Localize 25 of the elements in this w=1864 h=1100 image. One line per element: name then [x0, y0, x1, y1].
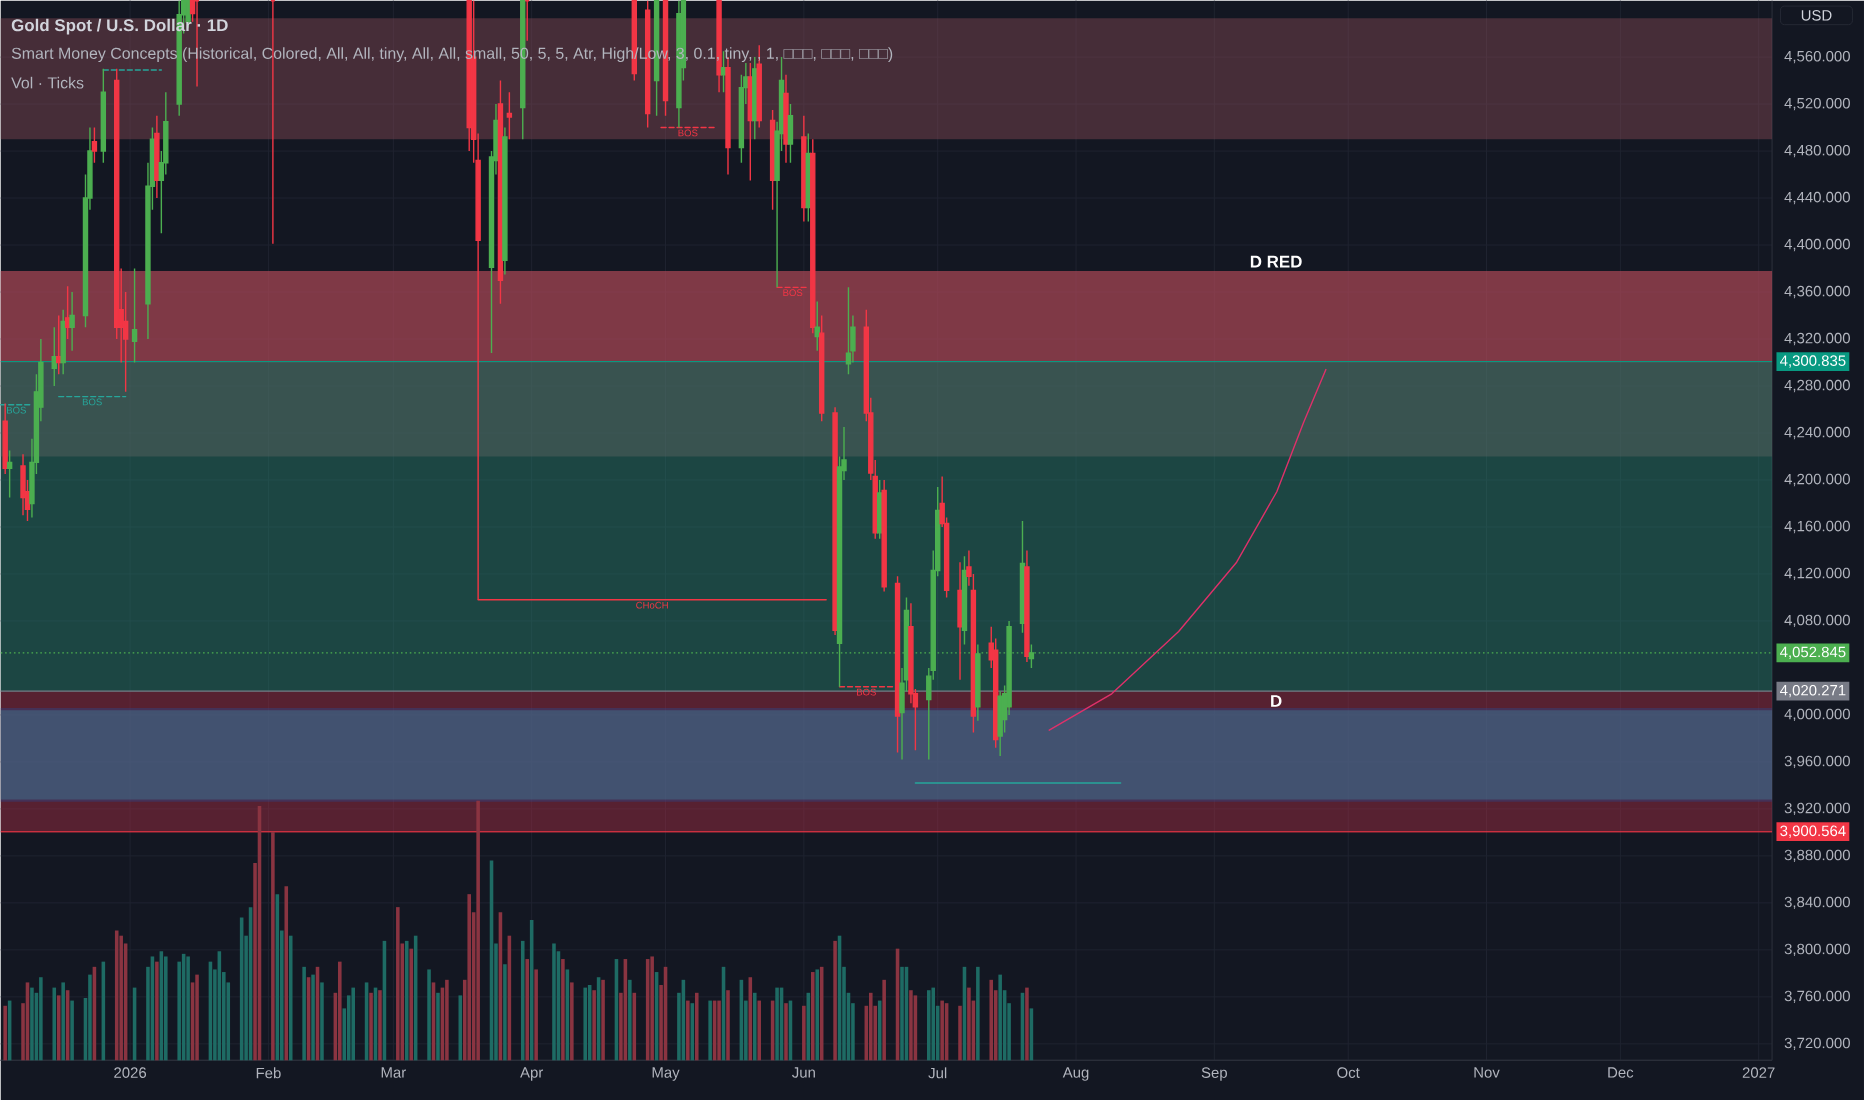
candlestick	[2, 402, 8, 475]
candlestick	[1024, 549, 1030, 663]
candlestick	[20, 453, 26, 516]
candlestick	[957, 561, 963, 681]
candlestick	[502, 126, 508, 275]
candlestick	[6, 449, 13, 499]
candlestick	[60, 308, 66, 375]
candlestick	[814, 300, 820, 352]
candlestick	[506, 91, 513, 140]
candlestick	[716, 0, 722, 93]
candlestick	[64, 285, 71, 340]
candlestick	[56, 314, 62, 375]
candlestick	[845, 286, 852, 375]
candlestick	[131, 267, 138, 364]
candlestick	[787, 103, 794, 164]
candlestick	[69, 291, 75, 352]
candlestick	[783, 73, 789, 164]
candlestick	[524, 0, 530, 42]
candlestick	[51, 326, 57, 387]
candlestick	[154, 114, 160, 199]
band-label: D	[1271, 695, 1282, 707]
line-series	[1048, 368, 1327, 731]
candlestick	[801, 114, 807, 223]
band-label: D RED	[1250, 255, 1302, 268]
candlestick	[91, 126, 98, 164]
